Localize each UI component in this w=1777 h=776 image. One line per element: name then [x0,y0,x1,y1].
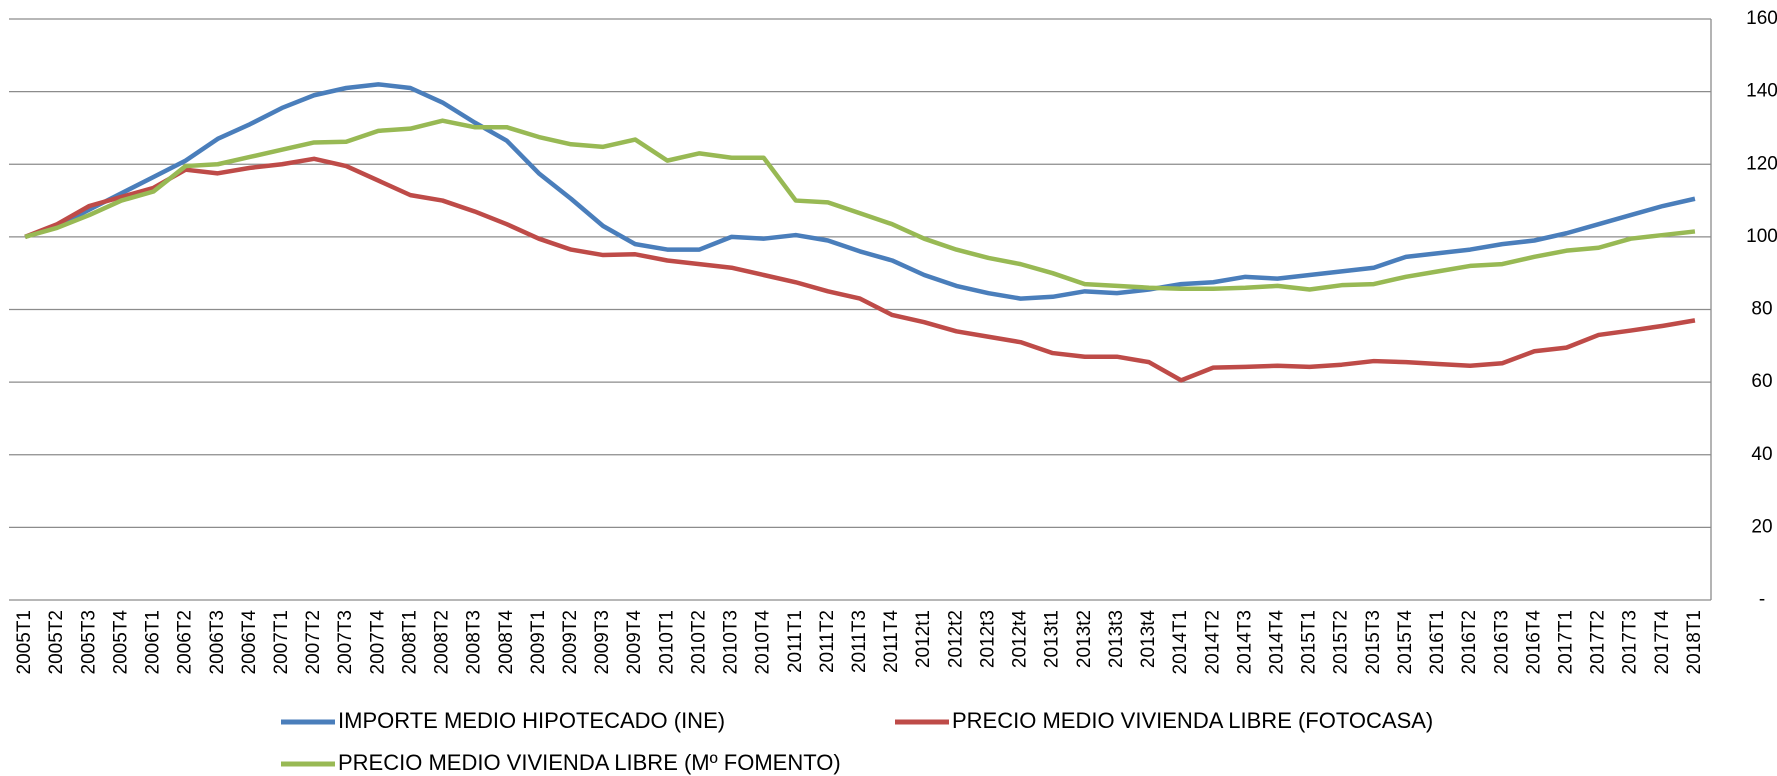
x-tick-label: 2016T4 [1523,610,1544,675]
x-tick-label: 2006T2 [175,610,196,674]
x-tick-label: 2013t2 [1074,610,1095,668]
y-tick-label: 160 [1746,8,1777,29]
x-tick-label: 2007T1 [271,610,292,674]
x-tick-label: 2008T3 [464,610,485,674]
x-tick-label: 2013t3 [1106,610,1127,668]
x-tick-label: 2013t1 [1042,610,1063,668]
data-line [24,156,1696,383]
legend-label: IMPORTE MEDIO HIPOTECADO (INE) [338,708,725,733]
x-tick-label: 2016T1 [1427,610,1448,674]
x-tick-label: 2007T4 [367,610,388,675]
x-tick-label: 2015T4 [1395,610,1416,675]
data-line [24,118,1696,292]
y-tick-label: 20 [1751,516,1772,537]
x-tick-label: 2007T3 [335,610,356,674]
x-tick-label: 2010T1 [656,610,677,674]
x-tick-label: 2016T2 [1459,610,1480,674]
x-tick-label: 2017T1 [1556,610,1577,674]
x-tick-label: 2014T3 [1234,610,1255,674]
x-tick-label: 2018T1 [1684,610,1705,674]
x-tick-label: 2011T4 [881,610,902,673]
y-tick-label: 120 [1746,153,1777,174]
x-tick-label: 2013t4 [1138,610,1159,669]
x-tick-label: 2005T4 [110,610,131,675]
x-tick-label: 2008T1 [399,610,420,674]
y-tick-label: 60 [1751,371,1772,392]
y-tick-label: 100 [1746,226,1777,247]
x-tick-label: 2014T2 [1202,610,1223,674]
x-tick-label: 2005T2 [46,610,67,674]
x-tick-label: 2010T2 [688,610,709,674]
x-tick-label: 2017T2 [1588,610,1609,674]
legend-label: PRECIO MEDIO VIVIENDA LIBRE (FOTOCASA) [952,708,1433,733]
y-tick-label: 140 [1746,81,1777,102]
x-tick-label: 2012t3 [977,610,998,668]
x-tick-label: 2007T2 [303,610,324,674]
x-tick-label: 2009T2 [560,610,581,674]
legend-label: PRECIO MEDIO VIVIENDA LIBRE (Mº FOMENTO) [338,750,841,775]
x-tick-label: 2015T2 [1331,610,1352,674]
x-tick-label: 2009T1 [528,610,549,674]
x-tick-label: 2011T1 [785,610,806,673]
x-tick-label: 2012t2 [945,610,966,668]
x-tick-label: 2014T1 [1170,610,1191,674]
x-tick-label: 2005T1 [14,610,35,674]
x-tick-label: 2012t1 [913,610,934,668]
x-tick-label: 2017T4 [1652,610,1673,675]
x-tick-label: 2017T3 [1620,610,1641,674]
y-tick-label: - [1759,589,1765,610]
x-tick-label: 2014T4 [1266,610,1287,675]
x-tick-label: 2006T4 [239,610,260,675]
x-tick-label: 2009T3 [592,610,613,674]
data-line [24,82,1696,301]
x-tick-label: 2016T3 [1491,610,1512,674]
x-tick-label: 2010T4 [753,610,774,675]
x-tick-label: 2009T4 [624,610,645,675]
x-tick-label: 2011T3 [849,610,870,673]
x-tick-label: 2008T2 [432,610,453,674]
x-tick-label: 2006T1 [143,610,164,674]
x-tick-label: 2006T3 [207,610,228,674]
x-tick-label: 2010T3 [721,610,742,674]
x-tick-label: 2005T3 [78,610,99,674]
y-tick-label: 80 [1751,299,1772,320]
y-tick-label: 40 [1751,444,1772,465]
x-tick-label: 2015T3 [1363,610,1384,674]
x-tick-label: 2012t4 [1010,610,1031,669]
x-tick-label: 2011T2 [817,610,838,673]
x-tick-label: 2008T4 [496,610,517,675]
x-tick-label: 2015T1 [1299,610,1320,674]
